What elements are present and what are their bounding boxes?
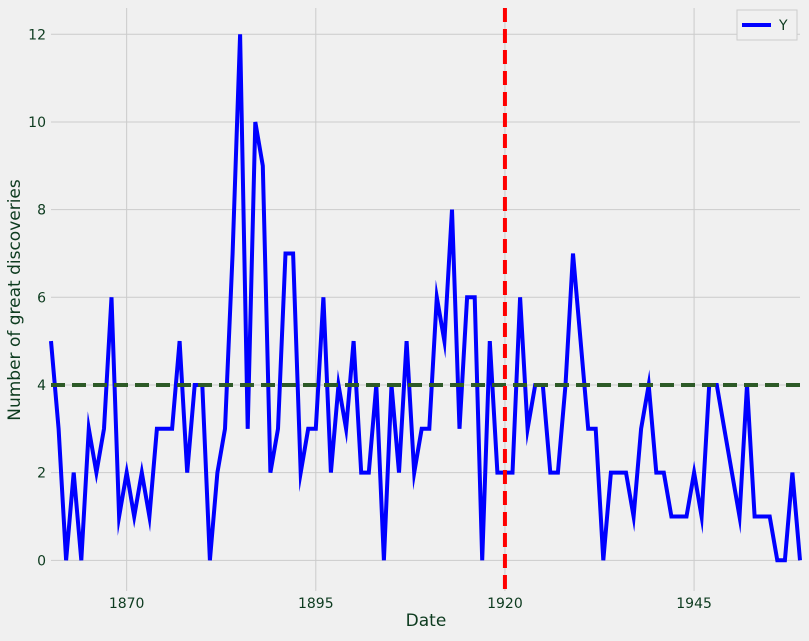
y-tick-label: 8 <box>37 203 46 219</box>
x-tick-label: 1895 <box>298 596 334 612</box>
tick-labels: 0 2 4 6 8 10 12 1870 1895 1920 1945 <box>28 27 712 612</box>
y-tick-label: 2 <box>37 466 46 482</box>
series-line <box>49 34 802 563</box>
legend-label: Y <box>778 18 788 34</box>
y-tick-label: 10 <box>28 115 46 131</box>
series-layer <box>49 34 802 563</box>
reference-lines <box>51 8 800 591</box>
x-axis-label: Date <box>406 611 447 631</box>
x-tick-label: 1920 <box>487 596 523 612</box>
y-tick-label: 4 <box>37 378 46 394</box>
y-axis-label: Number of great discoveries <box>5 179 25 421</box>
legend: Y <box>736 9 798 41</box>
y-tick-label: 6 <box>37 290 46 306</box>
x-tick-label: 1945 <box>676 596 712 612</box>
y-tick-label: 0 <box>37 553 46 569</box>
y-tick-label: 12 <box>28 27 46 43</box>
x-tick-label: 1870 <box>109 596 145 612</box>
